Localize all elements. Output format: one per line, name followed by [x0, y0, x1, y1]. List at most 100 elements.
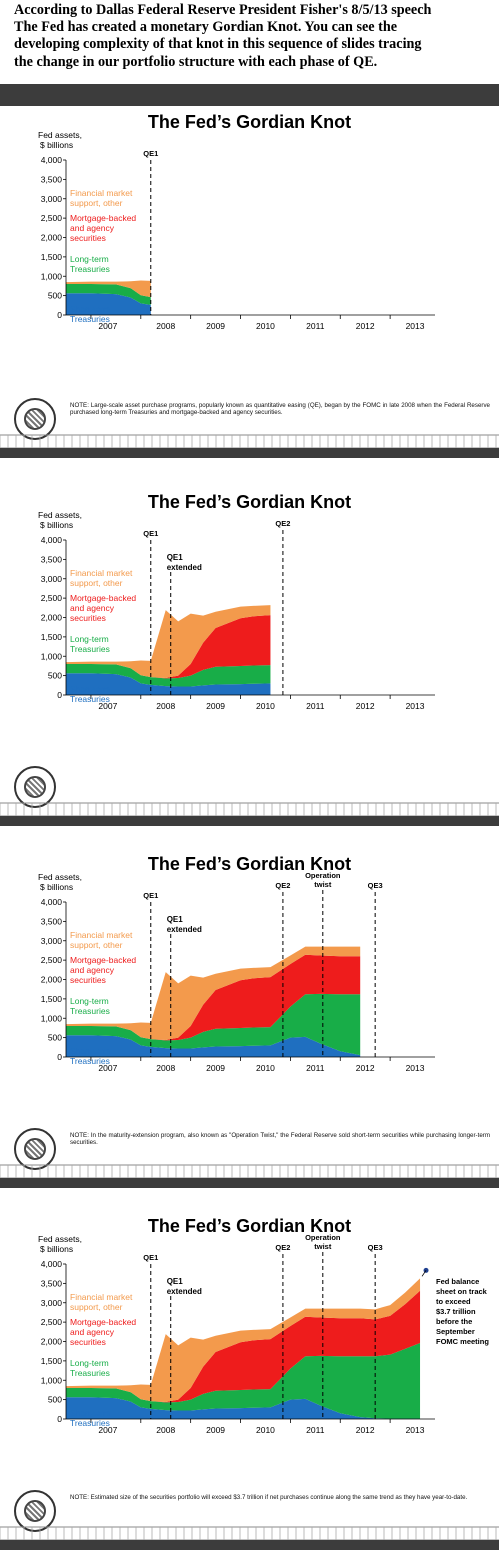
annotation-label: QE1 extended	[167, 915, 202, 934]
series-area-financial-market-support-other	[66, 605, 271, 678]
y-tick-label: 3,000	[41, 194, 63, 204]
slide-footer: NOTE: In the maturity-extension program,…	[0, 1126, 499, 1188]
x-tick-label: 2009	[206, 321, 225, 331]
x-tick-label: 2007	[98, 701, 117, 711]
x-tick-label: 2009	[206, 1425, 225, 1435]
callout-text-line: sheet on track	[436, 1287, 488, 1296]
annotation-label: Operation twist	[305, 871, 341, 889]
callout-text-line: to exceed	[436, 1297, 471, 1306]
intro-line-1: According to Dallas Federal Reserve Pres…	[14, 2, 432, 18]
legend-entry: Long-term Treasuries	[70, 1358, 110, 1378]
callout-pointer	[421, 1270, 427, 1277]
annotation-label: QE2	[275, 881, 290, 890]
series-area-long-term-treasuries	[66, 664, 271, 687]
y-tick-label: 2,500	[41, 593, 63, 603]
legend-entry-line: Treasuries	[70, 264, 110, 274]
annotation-label: QE1	[143, 529, 158, 538]
legend-entry-line: Treasuries	[70, 694, 110, 704]
series-area-mortgage-backed-and-agency-securities	[66, 615, 271, 679]
footer-band	[0, 1540, 499, 1550]
footer-band	[0, 816, 499, 826]
legend-entry-line: Short-term	[70, 304, 110, 314]
y-tick-label: 500	[48, 291, 62, 301]
annotation-label: QE1	[143, 149, 158, 158]
legend-entry: Mortgage-backed and agency securities	[70, 1317, 136, 1347]
callout-text-line: before the	[436, 1317, 472, 1326]
legend-entry-line: securities	[70, 1337, 106, 1347]
y-axis-label-line: Fed assets,	[38, 1234, 82, 1244]
legend-entry-line: and agency	[70, 965, 115, 975]
annotation-label: QE2	[275, 519, 290, 528]
legend-entry-line: Treasuries	[70, 1056, 110, 1066]
y-tick-label: 500	[48, 1395, 62, 1405]
y-tick-label: 3,500	[41, 554, 63, 564]
legend-entry-line: and agency	[70, 603, 115, 613]
legend-entry-line: and agency	[70, 223, 115, 233]
footnote: NOTE: Estimated size of the securities p…	[70, 1494, 468, 1501]
callout-text-line: Fed balance	[436, 1277, 479, 1286]
annotation-label-line: QE1	[167, 915, 184, 924]
intro-line-4: the change in our portfolio structure wi…	[14, 53, 378, 70]
intro-text: According to Dallas Federal Reserve Pres…	[14, 2, 494, 71]
y-tick-label: 3,500	[41, 1278, 63, 1288]
series-area-mortgage-backed-and-agency-securities	[66, 1290, 421, 1403]
legend-entry: Mortgage-backed and agency securities	[70, 213, 136, 243]
x-tick-label: 2012	[356, 701, 375, 711]
y-tick-label: 2,000	[41, 233, 63, 243]
x-tick-label: 2007	[98, 321, 117, 331]
legend-entry: Financial market support, other	[70, 930, 133, 950]
y-tick-label: 1,000	[41, 271, 63, 281]
y-tick-label: 3,000	[41, 1298, 63, 1308]
x-tick-label: 2008	[156, 1425, 175, 1435]
legend-entry-line: Financial market	[70, 930, 133, 940]
y-axis-label-line: $ billions	[40, 140, 73, 150]
legend-entry-line: Long-term	[70, 996, 109, 1006]
legend-entry-line: Financial market	[70, 1292, 133, 1302]
slide-1: The Fed’s Gordian Knot Fed assets, $ billi…	[0, 84, 499, 464]
y-tick-label: 1,000	[41, 651, 63, 661]
y-tick-label: 0	[57, 310, 62, 320]
y-tick-label: 1,500	[41, 632, 63, 642]
x-tick-label: 2012	[356, 321, 375, 331]
legend-entry-line: Treasuries	[70, 1368, 110, 1378]
legend-entry-line: Financial market	[70, 568, 133, 578]
annotation-label: QE1	[143, 1253, 158, 1262]
footer-band	[0, 1178, 499, 1188]
legend-entry: Long-term Treasuries	[70, 996, 110, 1016]
area-chart: Fed assets, $ billions 0 500 1,000 1,500 2,000…	[38, 1233, 489, 1435]
slide-footer: NOTE: Estimated size of the securities p…	[0, 1488, 499, 1550]
legend-entry-line: Mortgage-backed	[70, 1317, 136, 1327]
annotation-label: QE3	[368, 1243, 383, 1252]
y-tick-label: 500	[48, 1033, 62, 1043]
legend-entry: Short-term Treasuries	[70, 684, 110, 704]
x-tick-label: 2008	[156, 701, 175, 711]
legend-entry-line: support, other	[70, 578, 123, 588]
legend-entry-line: and agency	[70, 1327, 115, 1337]
y-tick-label: 4,000	[41, 155, 63, 165]
legend-entry-line: Short-term	[70, 1046, 110, 1056]
y-tick-label: 1,500	[41, 252, 63, 262]
y-tick-label: 4,000	[41, 535, 63, 545]
legend-entry: Short-term Treasuries	[70, 1408, 110, 1428]
x-tick-label: 2013	[406, 321, 425, 331]
x-tick-label: 2010	[256, 701, 275, 711]
annotation-label-line: twist	[314, 1242, 332, 1251]
x-tick-label: 2010	[256, 1063, 275, 1073]
footer-band	[0, 448, 499, 458]
x-tick-label: 2009	[206, 701, 225, 711]
y-axis-label: Fed assets, $ billions	[38, 510, 82, 530]
annotation-label: QE1	[143, 891, 158, 900]
legend-entry-line: securities	[70, 233, 106, 243]
y-tick-label: 3,500	[41, 916, 63, 926]
y-axis-label: Fed assets, $ billions	[38, 130, 82, 150]
x-tick-label: 2012	[356, 1063, 375, 1073]
slide-2: The Fed’s Gordian Knot Fed assets, $ billi…	[0, 464, 499, 826]
legend-entry-line: Treasuries	[70, 314, 110, 324]
legend-entry: Financial market support, other	[70, 188, 133, 208]
y-tick-label: 1,500	[41, 1356, 63, 1366]
legend-entry-line: Mortgage-backed	[70, 213, 136, 223]
legend-entry-line: support, other	[70, 198, 123, 208]
y-tick-label: 2,500	[41, 213, 63, 223]
legend-entry: Short-term Treasuries	[70, 304, 110, 324]
annotation-label-line: Operation	[305, 1233, 341, 1242]
